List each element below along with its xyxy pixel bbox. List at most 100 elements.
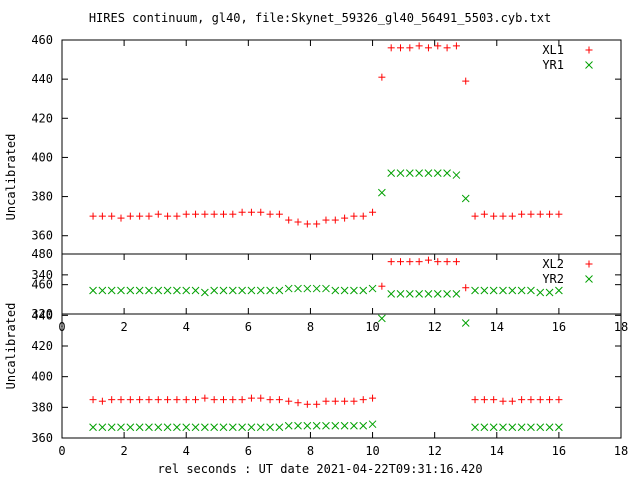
data-point-xl1	[490, 212, 498, 220]
data-point-yr2	[471, 423, 479, 432]
data-point-yr1	[247, 286, 256, 295]
data-point-yr1	[117, 286, 125, 295]
data-point-xl1	[322, 216, 330, 224]
y-tick-label: 360	[31, 431, 53, 445]
data-point-yr2	[303, 421, 312, 430]
data-point-yr1	[405, 169, 414, 177]
data-point-yr1	[256, 286, 265, 295]
data-point-yr1	[275, 286, 284, 295]
data-point-xl2	[490, 396, 498, 404]
data-point-yr2	[256, 423, 265, 432]
data-point-xl2	[164, 396, 172, 404]
data-point-yr1	[322, 284, 330, 293]
data-point-yr1	[312, 284, 321, 293]
data-point-xl1	[257, 208, 265, 216]
data-point-xl1	[313, 220, 321, 228]
data-point-yr1	[191, 286, 200, 295]
data-point-yr1	[238, 286, 246, 295]
data-point-yr2	[517, 423, 526, 432]
x-tick-label: 16	[552, 444, 566, 458]
data-point-xl1	[108, 212, 116, 220]
chart-title: HIRES continuum, gl40, file:Skynet_59326…	[88, 11, 552, 25]
data-point-yr2	[117, 423, 125, 432]
data-point-xl2	[536, 396, 544, 404]
x-tick-label: 4	[183, 320, 190, 334]
data-point-xl2	[350, 397, 358, 405]
data-point-xl1	[462, 77, 470, 85]
data-point-yr2	[461, 319, 470, 327]
data-point-xl2	[508, 397, 516, 405]
data-point-xl1	[154, 210, 162, 218]
data-point-yr1	[154, 286, 163, 295]
data-point-yr2	[98, 423, 107, 432]
data-point-xl2	[313, 400, 321, 408]
data-point-yr2	[387, 290, 396, 298]
data-point-xl2	[555, 396, 563, 404]
legend-marker-xl2	[585, 260, 593, 268]
data-point-yr1	[89, 286, 97, 295]
data-point-yr2	[135, 423, 144, 432]
data-point-xl2	[275, 396, 283, 404]
data-point-yr1	[433, 169, 442, 177]
data-point-yr1	[527, 286, 535, 295]
data-point-yr1	[210, 286, 219, 295]
data-point-yr2	[284, 421, 293, 430]
data-point-xl2	[182, 396, 190, 404]
data-point-xl1	[480, 210, 488, 218]
y-axis-label: Uncalibrated	[4, 134, 18, 221]
data-point-yr1	[182, 286, 191, 295]
data-point-yr2	[536, 423, 545, 432]
data-point-xl2	[331, 397, 339, 405]
data-point-yr2	[191, 423, 200, 432]
data-point-yr2	[545, 423, 554, 432]
data-point-yr2	[89, 423, 97, 432]
data-point-xl1	[173, 212, 181, 220]
data-point-yr2	[405, 290, 414, 298]
data-point-yr2	[433, 290, 442, 298]
data-point-yr2	[219, 423, 228, 432]
x-tick-label: 14	[490, 320, 504, 334]
data-point-xl2	[527, 396, 535, 404]
data-point-xl1	[145, 212, 153, 220]
x-tick-label: 6	[245, 444, 252, 458]
data-point-xl1	[359, 212, 367, 220]
data-point-yr2	[368, 420, 377, 429]
data-point-xl2	[518, 396, 526, 404]
data-point-xl1	[89, 212, 97, 220]
data-point-xl2	[499, 397, 507, 405]
data-point-yr2	[424, 290, 433, 298]
data-point-yr1	[350, 286, 358, 295]
data-point-xl1	[536, 210, 544, 218]
data-point-xl1	[499, 212, 507, 220]
data-point-yr2	[266, 423, 274, 432]
data-point-xl1	[238, 208, 246, 216]
x-tick-label: 4	[183, 444, 190, 458]
data-point-yr2	[527, 423, 535, 432]
data-point-xl2	[322, 397, 330, 405]
x-tick-label: 16	[552, 320, 566, 334]
data-point-xl1	[378, 73, 386, 81]
data-point-yr2	[154, 423, 163, 432]
data-point-xl2	[452, 258, 460, 266]
data-point-xl1	[275, 210, 283, 218]
data-point-xl1	[406, 44, 414, 52]
data-point-yr2	[480, 423, 489, 432]
y-tick-label: 320	[31, 307, 53, 321]
data-point-yr2	[378, 314, 386, 323]
data-point-yr1	[163, 286, 172, 295]
legend-label: XL2	[542, 257, 564, 271]
data-point-yr2	[396, 290, 405, 298]
y-tick-label: 480	[31, 247, 53, 261]
data-point-yr1	[536, 288, 545, 297]
data-point-yr2	[182, 423, 191, 432]
data-point-yr2	[163, 423, 172, 432]
legend-marker-yr1	[585, 61, 593, 69]
data-point-xl2	[359, 396, 367, 404]
x-tick-label: 18	[614, 444, 628, 458]
data-point-xl2	[434, 258, 442, 266]
data-point-xl1	[415, 42, 423, 50]
data-point-xl1	[192, 210, 200, 218]
x-tick-label: 8	[307, 320, 314, 334]
data-point-xl1	[434, 42, 442, 50]
legend-label: YR1	[542, 58, 564, 72]
